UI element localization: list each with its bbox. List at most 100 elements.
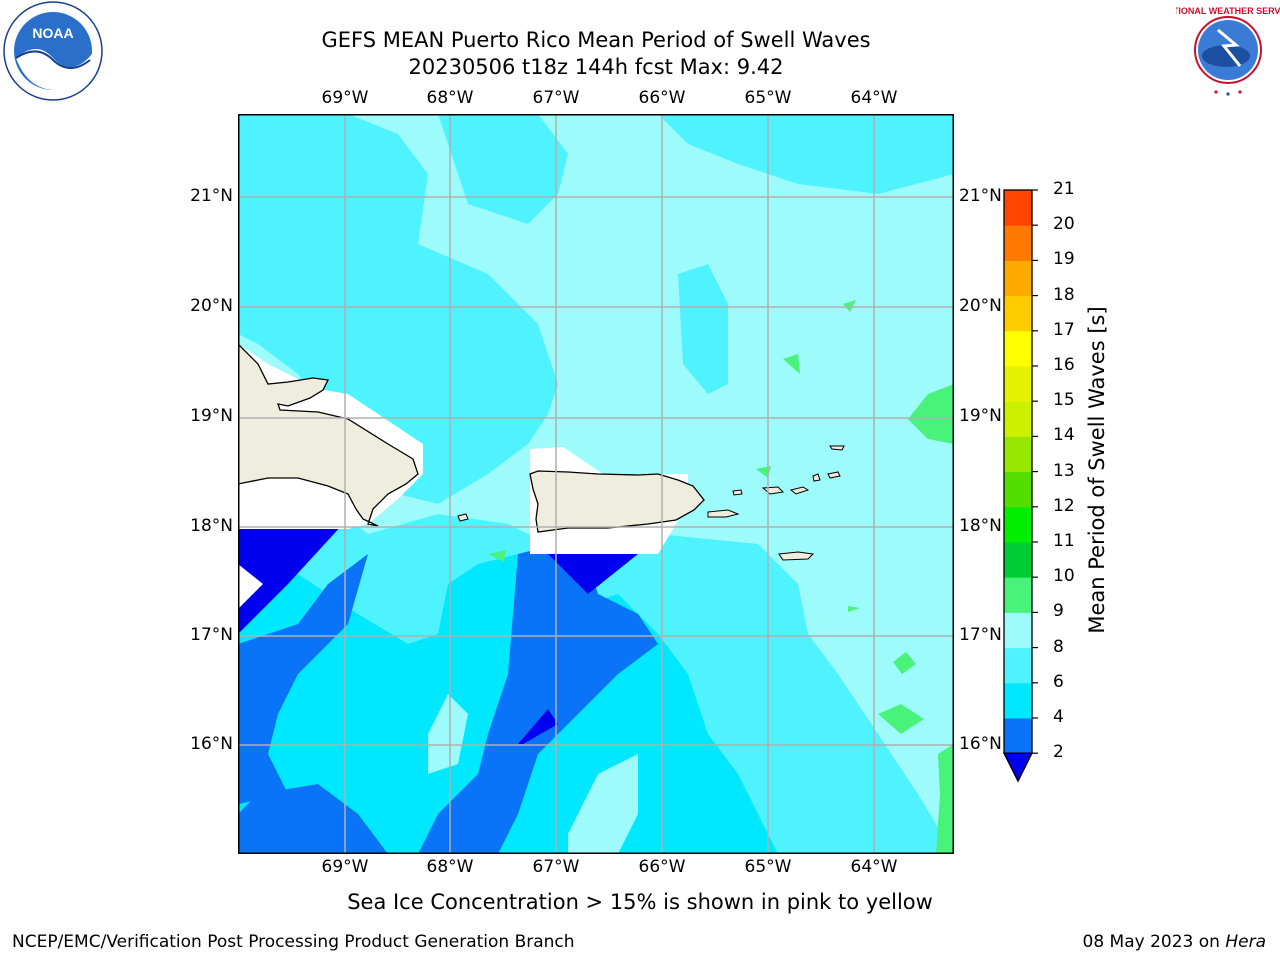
field-cyan-nw bbox=[238, 114, 558, 504]
lat-label-right: 19°N bbox=[959, 406, 1002, 426]
lon-label-top: 69°W bbox=[321, 88, 369, 108]
lat-label-right: 17°N bbox=[959, 625, 1002, 645]
colorbar-segment bbox=[1004, 577, 1032, 613]
lon-label-top: 65°W bbox=[744, 88, 792, 108]
field-green-patch bbox=[843, 300, 856, 312]
field-green-patch bbox=[488, 550, 506, 562]
land-vieques bbox=[707, 509, 740, 518]
colorbar-segment bbox=[1004, 366, 1032, 402]
field-light-sw bbox=[428, 694, 468, 774]
footer-date: 08 May 2023 on Hera bbox=[1083, 932, 1267, 952]
land-culebra bbox=[732, 489, 743, 496]
nws-logo: NATIONAL WEATHER SERVICE bbox=[1176, 4, 1280, 96]
lon-label-top: 67°W bbox=[532, 88, 580, 108]
field-cyan-mid bbox=[678, 264, 728, 394]
colorbar-tick-label: 13 bbox=[1053, 460, 1075, 481]
colorbar-tick-label: 2 bbox=[1053, 742, 1064, 763]
sea-ice-note: Sea Ice Concentration > 15% is shown in … bbox=[347, 890, 933, 914]
colorbar-tick-label: 11 bbox=[1053, 531, 1075, 551]
lon-label-bottom: 64°W bbox=[850, 857, 898, 877]
colorbar-tick-label: 8 bbox=[1053, 636, 1064, 657]
field-green-patch bbox=[878, 704, 924, 734]
swell-period-map bbox=[238, 114, 954, 854]
colorbar-under-arrow bbox=[1002, 752, 1034, 783]
lon-label-top: 68°W bbox=[426, 88, 474, 108]
colorbar-tick-label: 21 bbox=[1053, 179, 1075, 199]
footer-date-text: 08 May 2023 on bbox=[1082, 932, 1226, 952]
lon-label-bottom: 67°W bbox=[532, 857, 580, 877]
colorbar-segment bbox=[1004, 612, 1032, 649]
colorbar-segment bbox=[1004, 330, 1032, 367]
colorbar-tick-label: 17 bbox=[1053, 319, 1075, 340]
land-anegada-north bbox=[829, 445, 845, 451]
colorbar bbox=[1002, 189, 1038, 783]
colorbar-segment bbox=[1004, 682, 1032, 719]
field-deep-blue-south-pr bbox=[548, 554, 638, 594]
nws-logo-text: NATIONAL WEATHER SERVICE bbox=[1176, 6, 1280, 16]
lat-label-left: 19°N bbox=[190, 406, 233, 426]
land-virgin-islands bbox=[812, 473, 821, 482]
colorbar-segment bbox=[1004, 718, 1032, 754]
field-blue-west bbox=[238, 554, 368, 804]
field-green-patch bbox=[848, 606, 860, 612]
lon-label-bottom: 66°W bbox=[638, 857, 686, 877]
colorbar-tick-label: 19 bbox=[1053, 249, 1075, 270]
lat-label-right: 18°N bbox=[959, 516, 1002, 536]
missing-west bbox=[238, 564, 263, 609]
colorbar-segment bbox=[1004, 436, 1032, 473]
field-green-patch bbox=[783, 354, 800, 374]
lat-label-right: 16°N bbox=[959, 734, 1002, 754]
field-deep-blue-patch bbox=[518, 709, 558, 744]
lat-label-left: 21°N bbox=[190, 186, 233, 206]
colorbar-segment bbox=[1004, 260, 1032, 297]
lat-label-left: 20°N bbox=[190, 296, 233, 316]
colorbar-tick-label: 15 bbox=[1053, 390, 1075, 411]
colorbar-tick-label: 10 bbox=[1053, 566, 1075, 587]
land-hispaniola bbox=[238, 343, 419, 527]
field-deep-blue-west bbox=[238, 499, 343, 634]
colorbar-segment bbox=[1004, 647, 1032, 684]
land-puerto-rico bbox=[529, 470, 705, 533]
lat-label-left: 16°N bbox=[190, 734, 233, 754]
lon-label-top: 64°W bbox=[850, 88, 898, 108]
colorbar-tick-label: 6 bbox=[1053, 671, 1064, 692]
colorbar-tick-label: 14 bbox=[1053, 425, 1075, 446]
lon-label-bottom: 68°W bbox=[426, 857, 474, 877]
colorbar-segment bbox=[1004, 295, 1032, 332]
map-title: GEFS MEAN Puerto Rico Mean Period of Swe… bbox=[321, 28, 871, 52]
lon-label-bottom: 65°W bbox=[744, 857, 792, 877]
land-anegada bbox=[827, 471, 841, 479]
map-grid bbox=[238, 114, 954, 854]
colorbar-segment bbox=[1004, 401, 1032, 437]
lat-label-right: 21°N bbox=[959, 186, 1002, 206]
land-mona bbox=[457, 513, 469, 522]
colorbar-tick-label: 20 bbox=[1053, 214, 1075, 235]
field-blue-sw bbox=[238, 784, 388, 854]
field-green-patch bbox=[893, 652, 916, 674]
footer-host: Hera bbox=[1225, 932, 1266, 952]
land-virgin-islands bbox=[789, 486, 810, 495]
colorbar-tick-label: 9 bbox=[1053, 601, 1064, 622]
lon-label-bottom: 69°W bbox=[321, 857, 369, 877]
map-frame bbox=[238, 114, 954, 854]
colorbar-segment bbox=[1004, 225, 1032, 261]
lat-label-left: 18°N bbox=[190, 516, 233, 536]
field-blue-channel bbox=[418, 544, 658, 854]
colorbar-segment bbox=[1004, 542, 1032, 578]
field-light-south bbox=[568, 754, 638, 854]
lat-label-left: 17°N bbox=[190, 625, 233, 645]
noaa-logo-text: NOAA bbox=[32, 25, 73, 41]
land-st-croix bbox=[778, 551, 815, 561]
noaa-logo: NOAA bbox=[3, 1, 103, 101]
field-cyan-ne bbox=[658, 114, 954, 194]
colorbar-segment bbox=[1004, 190, 1032, 226]
colorbar-tick-label: 12 bbox=[1053, 495, 1075, 516]
footer-credit: NCEP/EMC/Verification Post Processing Pr… bbox=[12, 932, 575, 952]
field-green-east bbox=[908, 384, 954, 444]
colorbar-tick-label: 16 bbox=[1053, 355, 1075, 375]
field-green-se bbox=[936, 744, 954, 854]
colorbar-segment bbox=[1004, 506, 1032, 543]
colorbar-tick-label: 4 bbox=[1053, 707, 1064, 727]
colorbar-tick-label: 18 bbox=[1053, 284, 1075, 305]
lon-label-top: 66°W bbox=[638, 88, 686, 108]
